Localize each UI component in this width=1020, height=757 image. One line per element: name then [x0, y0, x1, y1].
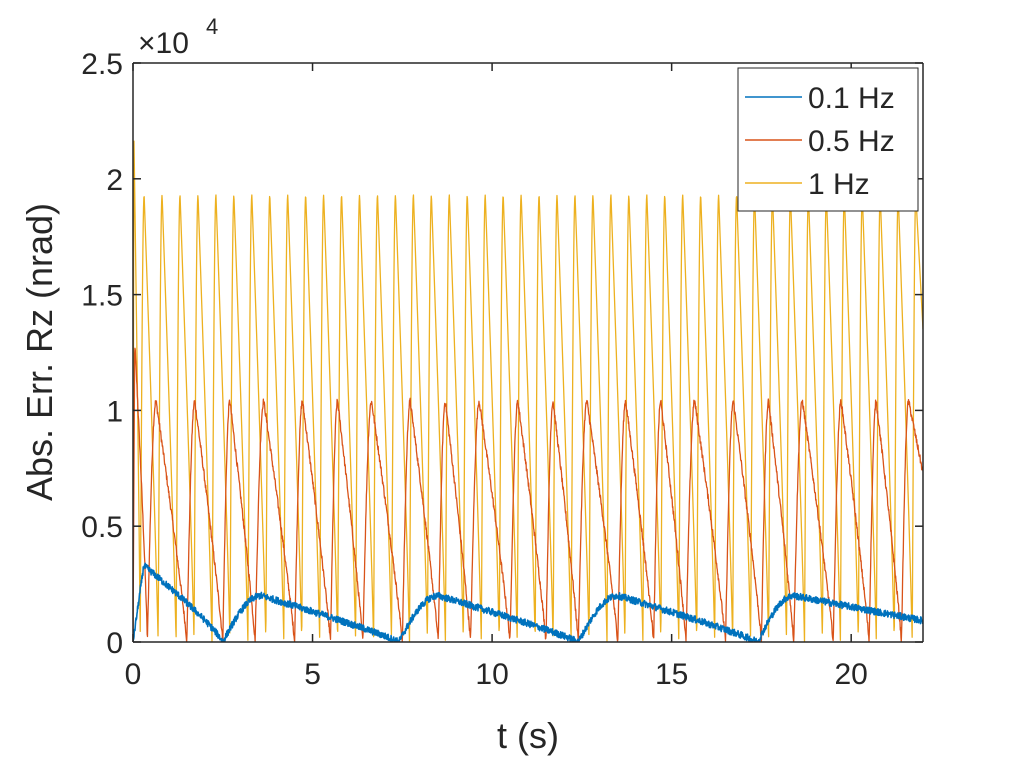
axes-frame: [132, 62, 924, 643]
series-line-0-1-hz: [133, 562, 923, 642]
legend-label: 1 Hz: [808, 168, 870, 201]
legend: 0.1 Hz 0.5 Hz 1 Hz: [737, 67, 919, 212]
x-axis-title: t (s): [497, 715, 559, 756]
y-ticks: 0 0.5 1 1.5 2 2.5: [81, 48, 923, 660]
legend-label: 0.5 Hz: [808, 125, 895, 158]
x-tick-label: 15: [655, 658, 688, 691]
y-tick-label: 2: [106, 164, 123, 197]
y-tick-label: 2.5: [81, 48, 123, 81]
series-layer: [133, 140, 923, 642]
series-line-0-5-hz: [133, 347, 923, 642]
y-axis-title: Abs. Err. Rz (nrad): [19, 203, 60, 501]
x-tick-label: 20: [834, 658, 867, 691]
y-exponent-base: ×10: [138, 27, 189, 60]
y-exponent: ×10 4: [138, 14, 218, 60]
legend-label: 0.1 Hz: [808, 82, 895, 115]
x-ticks: 0 5 10 15 20: [125, 63, 868, 691]
x-tick-label: 0: [125, 658, 142, 691]
x-tick-label: 5: [304, 658, 321, 691]
y-tick-label: 1.5: [81, 280, 123, 313]
y-tick-label: 0: [106, 627, 123, 660]
y-tick-label: 1: [106, 395, 123, 428]
y-tick-label: 0.5: [81, 511, 123, 544]
y-exponent-power: 4: [206, 14, 218, 39]
x-tick-label: 10: [475, 658, 508, 691]
